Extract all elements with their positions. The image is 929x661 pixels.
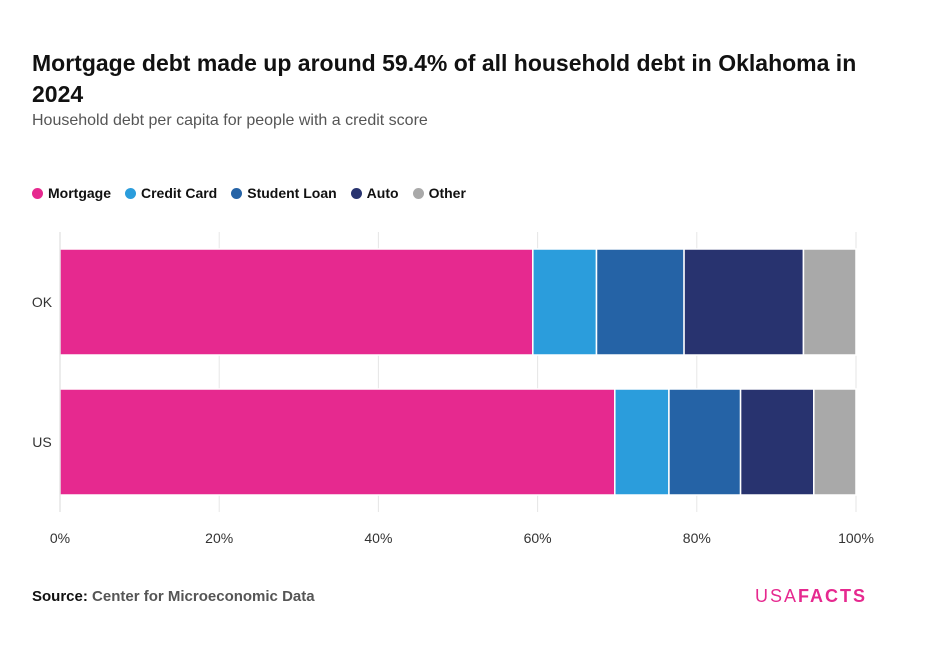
bar-segment [595,248,685,356]
y-category-label: OK [32,294,53,310]
bar-segment [59,388,616,496]
legend-swatch-student-loan [231,187,243,199]
legend-item-other: Other [412,185,466,201]
legend-item-mortgage: Mortgage [32,185,111,201]
legend-item-auto: Auto [350,185,399,201]
legend-label-other: Other [428,185,466,201]
chart-subtitle: Household debt per capita for people wit… [32,112,428,129]
legend-swatch-auto [350,187,362,199]
x-tick-label: 80% [683,530,711,546]
legend-swatch-other [412,187,424,199]
source-label: Source: [32,588,88,605]
logo-text-light: USA [755,586,799,606]
legend-label-credit-card: Credit Card [141,185,218,201]
source-value: Center for Microeconomic Data [92,588,315,605]
bar-segment [802,248,857,356]
y-category-label: US [32,434,51,450]
bar-segment [739,388,815,496]
source-note: Source: Center for Microeconomic Data [32,588,315,605]
chart-title: Mortgage debt made up around 59.4% of al… [32,50,857,107]
legend-item-student-loan: Student Loan [231,185,337,201]
x-tick-label: 20% [205,530,233,546]
legend-label-mortgage: Mortgage [48,185,111,201]
bar-segment [614,388,670,496]
legend-label-student-loan: Student Loan [247,185,337,201]
legend-swatch-mortgage [32,187,43,199]
x-tick-label: 60% [524,530,552,546]
chart-legend: Mortgage Credit Card Student Loan Auto O… [32,185,466,201]
x-tick-label: 0% [50,530,70,546]
legend-item-credit-card: Credit Card [125,185,217,201]
x-tick-label: 100% [838,530,874,546]
usafacts-logo: USAFACTS [755,586,867,607]
logo-text-bold: FACTS [798,586,868,606]
bar-segment [813,388,857,496]
legend-label-auto: Auto [366,185,399,201]
legend-swatch-credit-card [125,187,136,199]
x-tick-label: 40% [364,530,392,546]
bar-segment [668,388,742,496]
bar-segment [59,248,534,356]
bar-segment [683,248,805,356]
bar-segment [532,248,598,356]
